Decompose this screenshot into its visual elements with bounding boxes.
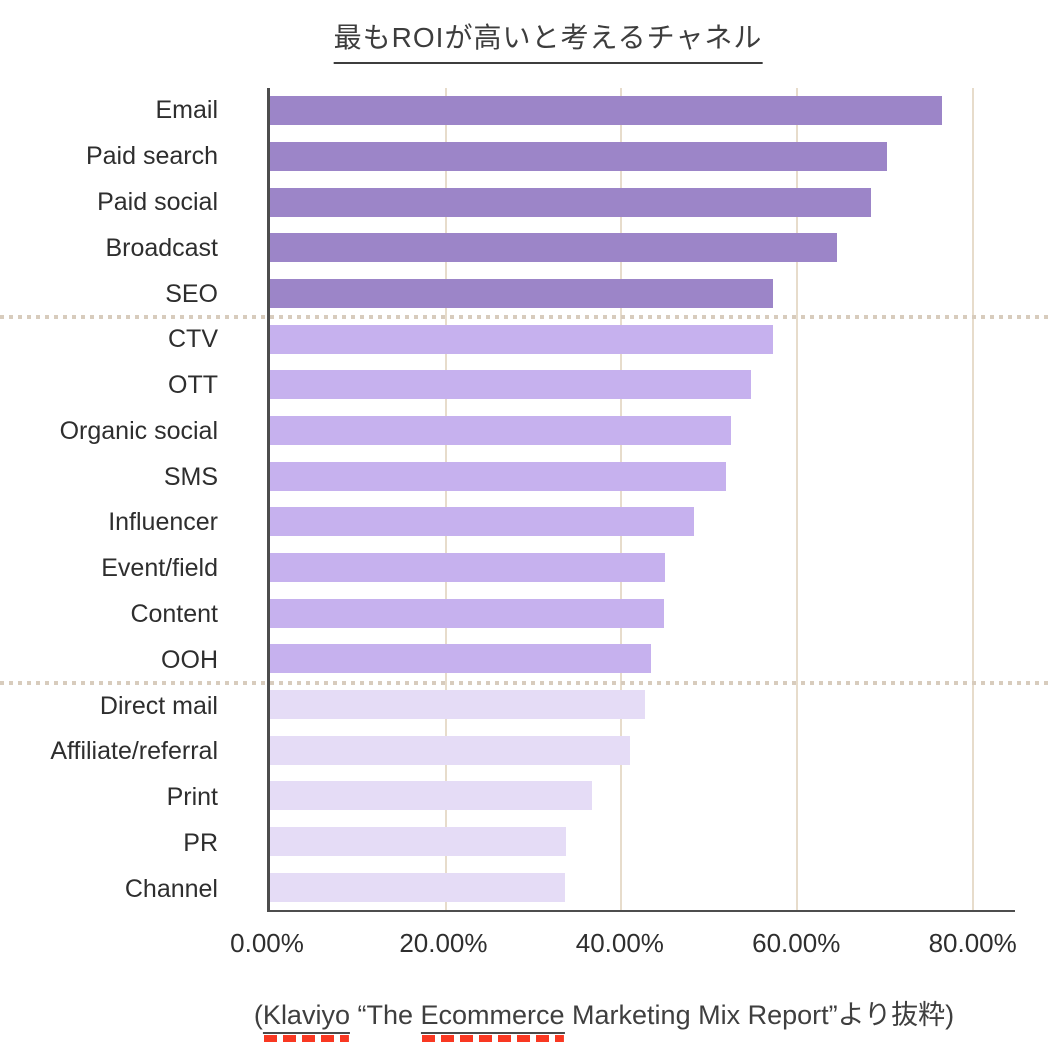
category-label-direct-mail: Direct mail	[99, 691, 218, 720]
category-label-influencer: Influencer	[108, 508, 218, 537]
category-label-organic-social: Organic social	[59, 416, 218, 445]
bar-content	[270, 598, 665, 628]
category-label-paid-search: Paid search	[85, 142, 218, 171]
x-tick-80: 80.00%	[928, 928, 1017, 958]
bar-broadcast	[270, 233, 837, 263]
bar-affiliate-referral	[270, 735, 631, 765]
gridline-60	[796, 88, 799, 910]
x-tick-60: 60.00%	[752, 928, 841, 958]
plot-area	[267, 88, 1015, 912]
category-label-channel: Channel	[124, 874, 218, 903]
bar-channel	[270, 872, 566, 902]
bar-event-field	[270, 553, 666, 583]
bar-ctv	[270, 324, 773, 354]
bar-row	[270, 453, 1015, 499]
gridline-40	[620, 88, 623, 910]
group-separator	[0, 314, 1052, 319]
bar-pr	[270, 827, 567, 857]
bar-row	[270, 590, 1015, 636]
source-note-suffix: Marketing Mix Report”より抜粋)	[564, 1000, 955, 1030]
bar-paid-social	[270, 187, 871, 217]
category-label-event-field: Event/field	[101, 554, 218, 583]
bar-seo	[270, 279, 774, 309]
x-axis-ticks: 0.00% 20.00% 40.00% 60.00% 80.00%	[230, 928, 1017, 962]
source-note: (Klaviyo “The Ecommerce Marketing Mix Re…	[253, 993, 955, 1042]
bar-email	[270, 96, 943, 126]
misspelled-word-ecommerce: Ecommerce	[420, 1000, 565, 1042]
category-label-seo: SEO	[165, 279, 218, 308]
chart-title: 最もROIが高いと考えるチャネル	[333, 16, 763, 64]
bar-row	[270, 727, 1015, 773]
x-tick-40: 40.00%	[575, 928, 664, 958]
category-label-sms: SMS	[163, 462, 218, 491]
bar-row	[270, 819, 1015, 865]
category-label-print: Print	[166, 783, 218, 812]
bar-influencer	[270, 507, 695, 537]
bar-row	[270, 408, 1015, 454]
bar-print	[270, 781, 593, 811]
bar-row	[270, 499, 1015, 545]
bar-row	[270, 316, 1015, 362]
category-label-paid-social: Paid social	[97, 187, 218, 216]
category-label-pr: PR	[183, 828, 218, 857]
bar-paid-search	[270, 142, 887, 171]
category-label-broadcast: Broadcast	[105, 233, 218, 262]
x-tick-0: 0.00%	[230, 928, 304, 958]
category-label-ctv: CTV	[168, 325, 218, 354]
x-tick-20: 20.00%	[399, 928, 488, 958]
source-note-prefix: (	[253, 1000, 263, 1030]
category-label-ott: OTT	[168, 371, 218, 400]
misspelled-word-klaviyo: Klaviyo	[262, 1000, 350, 1042]
bar-row	[270, 179, 1015, 225]
bar-series	[270, 88, 1015, 910]
bar-row	[270, 362, 1015, 408]
bar-row	[270, 773, 1015, 819]
bar-row	[270, 134, 1015, 180]
category-label-affiliate-referral: Affiliate/referral	[50, 737, 218, 766]
category-label-ooh: OOH	[161, 645, 218, 674]
gridline-20	[444, 88, 447, 910]
gridline-80	[971, 88, 974, 910]
category-label-content: Content	[130, 599, 218, 628]
category-axis: Email Paid search Paid social Broadcast SEO C…	[0, 88, 218, 912]
bar-row	[270, 864, 1015, 910]
bar-row	[270, 636, 1015, 682]
bar-sms	[270, 461, 726, 491]
bar-row	[270, 88, 1015, 134]
bar-organic-social	[270, 416, 732, 446]
bar-row	[270, 545, 1015, 591]
group-separator	[0, 681, 1052, 686]
category-label-email: Email	[155, 96, 218, 125]
bar-direct-mail	[270, 690, 646, 720]
source-note-mid: “The	[349, 1000, 421, 1030]
bar-row	[270, 225, 1015, 271]
bar-ooh	[270, 644, 652, 674]
bar-row	[270, 271, 1015, 317]
bar-ott	[270, 370, 751, 400]
bar-row	[270, 682, 1015, 728]
